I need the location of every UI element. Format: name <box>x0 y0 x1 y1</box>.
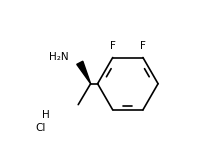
Text: Cl: Cl <box>36 123 46 133</box>
Text: H: H <box>42 111 50 120</box>
Text: F: F <box>110 41 116 51</box>
Text: F: F <box>140 41 146 51</box>
Text: H₂N: H₂N <box>49 52 69 62</box>
Polygon shape <box>77 61 91 84</box>
